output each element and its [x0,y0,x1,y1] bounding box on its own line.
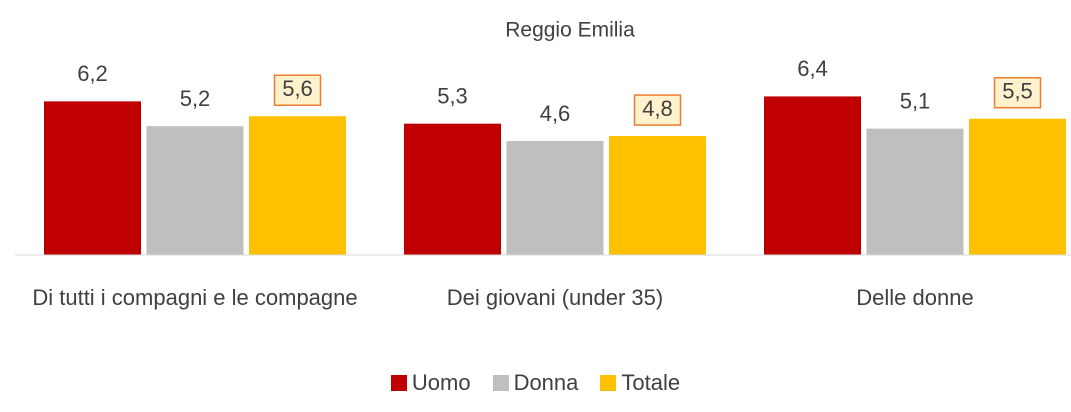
legend-label: Totale [621,370,681,395]
bar [44,101,141,255]
bar [404,123,501,255]
value-label: 5,5 [1002,79,1033,104]
legend-item: Uomo [390,370,471,396]
value-label-box [633,94,682,126]
bar [249,116,346,255]
chart-title: Reggio Emilia [505,19,635,42]
x-tick-label: Di tutti i compagni e le compagne [32,285,358,310]
legend-label: Donna [513,370,579,395]
value-label-box [993,76,1042,109]
bar [506,141,604,255]
bar [866,128,964,255]
value-label: 4,8 [642,96,673,121]
legend-item: Donna [492,370,579,396]
value-label-box [273,74,322,106]
legend-swatch [390,375,407,391]
bar [146,126,244,256]
x-tick-label: Dei giovani (under 35) [446,285,664,310]
bar [609,136,706,255]
value-label: 4,6 [540,101,571,126]
value-label: 5,1 [900,88,931,113]
legend-swatch [492,375,509,391]
legend-item: Totale [600,370,680,396]
value-label: 6,4 [797,56,828,81]
bar [969,118,1066,255]
value-label: 5,6 [282,76,313,101]
value-label: 5,3 [437,83,468,108]
bar [764,96,861,255]
x-tick-label: Delle donne [856,285,974,310]
legend: Uomo Donna Totale [0,370,1071,396]
legend-swatch [600,375,617,391]
value-label: 5,2 [180,86,211,111]
value-label: 6,2 [77,61,108,86]
legend-label: Uomo [411,370,471,395]
